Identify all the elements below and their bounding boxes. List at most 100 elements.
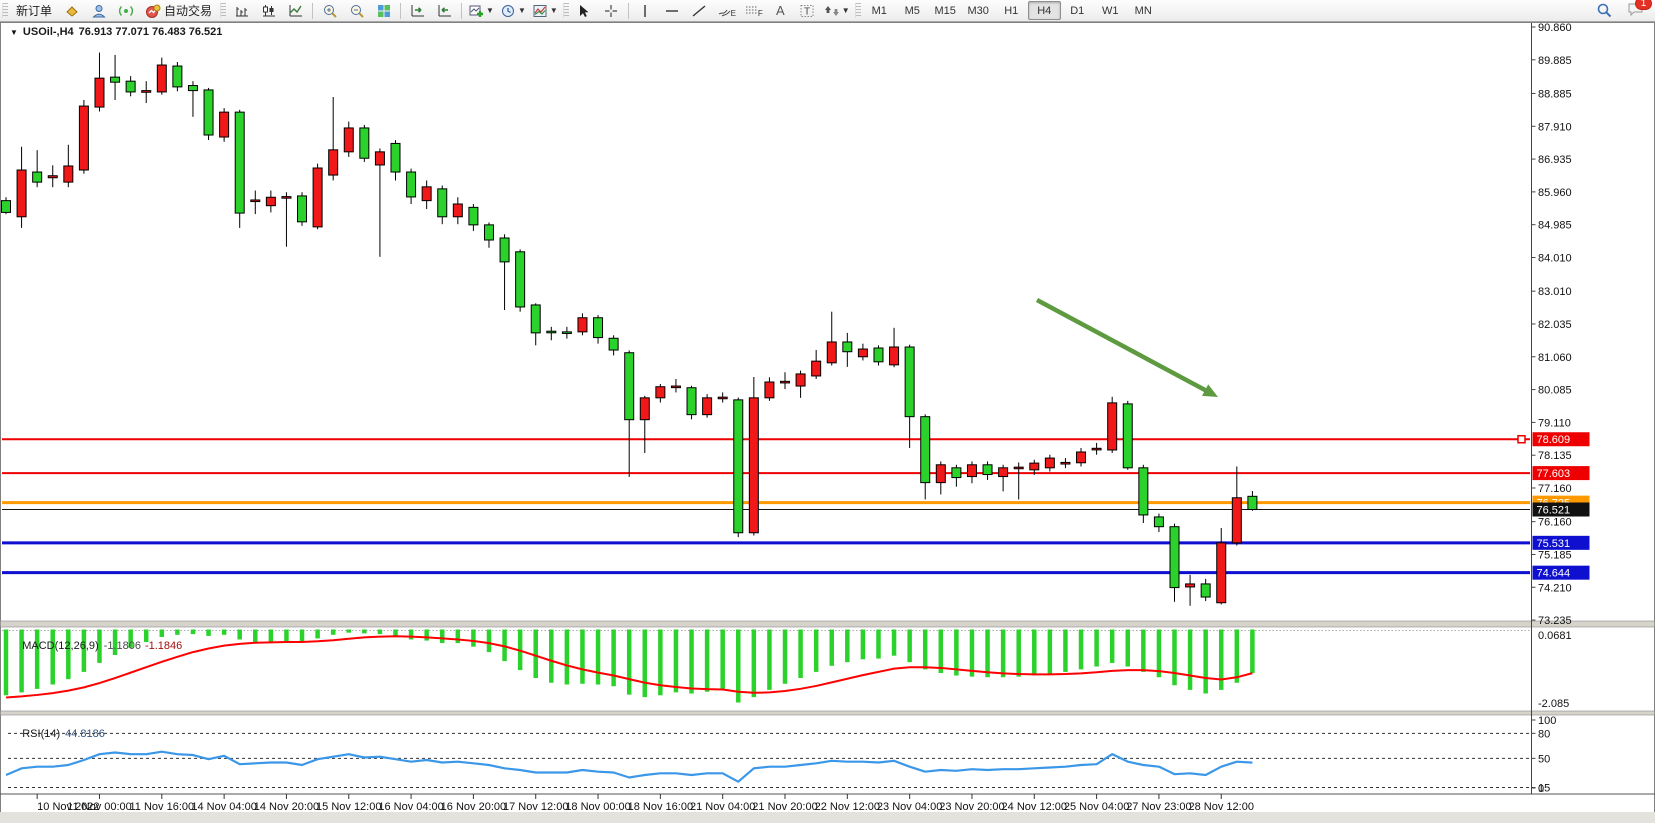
line-chart-mode-button[interactable] — [282, 0, 309, 21]
candlestick-mode-button[interactable] — [255, 0, 282, 21]
candle-body — [1169, 526, 1180, 589]
chart-shift-icon — [438, 4, 451, 16]
auto-trading-button[interactable]: 自动交易 — [139, 0, 218, 21]
price-axis-label: 84.985 — [1538, 220, 1572, 232]
bar-chart-mode-button[interactable] — [228, 0, 255, 21]
toolbar-drag-handle[interactable] — [220, 3, 227, 18]
price-axis-label: 81.060 — [1538, 352, 1572, 364]
signals-button[interactable] — [112, 0, 139, 21]
auto-scroll-button[interactable] — [404, 0, 431, 21]
chart-shift-button[interactable] — [431, 0, 458, 21]
toolbar-drag-handle[interactable] — [2, 3, 8, 18]
search-icon[interactable] — [1596, 2, 1613, 19]
chart-menu-triangle-icon[interactable]: ▼ — [10, 27, 18, 37]
zoom-in-icon — [323, 4, 337, 18]
zoom-in-button[interactable] — [316, 0, 343, 21]
templates-button[interactable]: ▼ — [529, 0, 561, 21]
tile-windows-button[interactable] — [370, 0, 397, 21]
ohlc-values: 76.913 77.071 76.483 76.521 — [78, 26, 223, 38]
timeframe-h4-button[interactable]: H4 — [1027, 1, 1061, 20]
candle-body — [374, 151, 385, 166]
rsi-value: 44.8186 — [65, 728, 105, 740]
candle-body — [1122, 403, 1133, 469]
macd-main-value: -1.1806 — [103, 640, 141, 652]
chevron-down-icon: ▼ — [517, 6, 526, 15]
channel-sub-label: E — [730, 9, 736, 18]
indicators-icon — [469, 5, 484, 17]
time-axis-label: 14 Nov 04:00 — [191, 801, 256, 813]
candle-body — [639, 397, 650, 421]
trend-arrow[interactable] — [1035, 298, 1211, 395]
pane-separator[interactable] — [0, 620, 1655, 628]
candle-body — [608, 337, 619, 351]
candle-body — [982, 464, 993, 476]
candle-body — [577, 317, 588, 333]
accounts-button[interactable] — [85, 0, 112, 21]
timeframe-m15-button[interactable]: M15 — [934, 4, 956, 17]
time-axis-label: 11 Nov 16:00 — [129, 801, 194, 813]
signals-icon — [118, 5, 133, 16]
macd-signal-line — [5, 635, 1253, 699]
periods-button[interactable]: ▼ — [497, 0, 529, 21]
time-axis-label: 28 Nov 12:00 — [1189, 801, 1254, 813]
line-anchor-marker[interactable] — [1517, 434, 1526, 444]
time-axis-label: 27 Nov 23:00 — [1126, 801, 1191, 813]
toolbar-drag-handle[interactable] — [562, 3, 569, 18]
price-axis-label: 86.935 — [1538, 154, 1572, 166]
time-axis-label: 18 Nov 16:00 — [628, 801, 693, 813]
candle-body — [390, 142, 401, 173]
channel-icon — [718, 9, 731, 16]
candle-body — [655, 386, 666, 399]
timeframe-mn-button[interactable]: MN — [1134, 4, 1152, 17]
fibonacci-tool-button[interactable]: F — [740, 0, 767, 21]
package-button[interactable] — [58, 0, 85, 21]
chat-button[interactable]: 1 — [1627, 0, 1652, 20]
horizontal-line-tool-button[interactable] — [659, 0, 686, 21]
timeframe-d1-button[interactable]: D1 — [1070, 4, 1085, 17]
candle-body — [561, 331, 572, 334]
cursor-tool-button[interactable] — [571, 0, 598, 21]
candle-body — [156, 64, 167, 93]
timeframe-m30-button[interactable]: M30 — [967, 4, 989, 17]
arrows-tool-button[interactable]: ▼ — [821, 0, 853, 21]
trendline-tool-button[interactable] — [686, 0, 713, 21]
notification-badge: 1 — [1635, 0, 1652, 10]
template-icon — [533, 4, 547, 17]
zoom-out-button[interactable] — [343, 0, 370, 21]
price-badge-label: 76.521 — [1537, 505, 1571, 517]
timeframe-w1-button[interactable]: W1 — [1101, 4, 1119, 17]
toolbar-drag-handle[interactable] — [854, 3, 861, 18]
candle-body — [624, 352, 635, 421]
top-toolbar: 新订单 自动交易 ▼ ▼ — [0, 0, 1655, 22]
pane-separator[interactable] — [0, 710, 1655, 716]
candle-body — [530, 304, 541, 334]
time-axis-label: 16 Nov 20:00 — [441, 801, 506, 813]
chart-canvas[interactable]: 90.860 89.885 88.885 87.910 86.935 85.960 84.9… — [0, 22, 1655, 823]
timeframe-m1-button[interactable]: M1 — [871, 4, 887, 17]
candle-body — [265, 196, 276, 207]
timeframe-m5-button[interactable]: M5 — [904, 4, 920, 17]
candle-body — [452, 203, 463, 218]
rsi-name: RSI(14) — [22, 728, 61, 740]
equidistant-channel-tool-button[interactable]: E — [713, 0, 740, 21]
fibo-sub-label: F — [757, 9, 763, 18]
text-label-tool-button[interactable]: T — [794, 0, 821, 21]
candle-body — [1013, 466, 1024, 470]
price-badge-label: 77.603 — [1537, 468, 1571, 480]
vertical-line-tool-button[interactable] — [632, 0, 659, 21]
timeframe-h1-button[interactable]: H1 — [1004, 4, 1019, 17]
chevron-down-icon: ▼ — [841, 6, 850, 15]
candle-body — [359, 127, 370, 159]
text-label-icon: T — [800, 4, 814, 17]
candle-body — [78, 105, 89, 171]
crosshair-tool-button[interactable] — [598, 0, 625, 21]
text-tool-button[interactable]: A — [767, 0, 794, 21]
time-axis-label: 16 Nov 04:00 — [378, 801, 443, 813]
chart-window[interactable]: 90.860 89.885 88.885 87.910 86.935 85.960 84.9… — [0, 22, 1655, 823]
new-order-button[interactable]: 新订单 — [10, 0, 58, 21]
time-axis-label: 23 Nov 20:00 — [939, 801, 1004, 813]
indicators-button[interactable]: ▼ — [465, 0, 497, 21]
chart-window-frame — [0, 22, 1655, 813]
candle-body — [998, 467, 1009, 478]
